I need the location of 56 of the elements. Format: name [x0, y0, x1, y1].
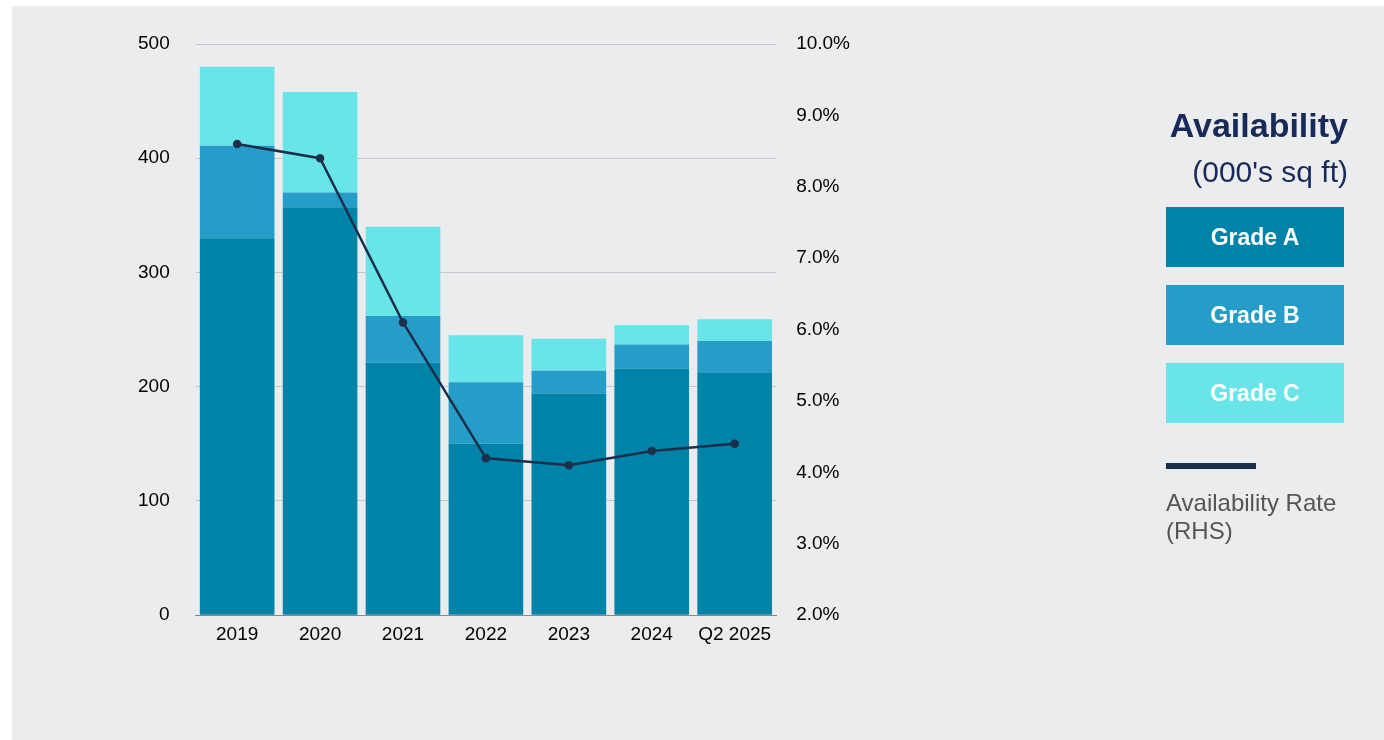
y-tick-label: 0 [159, 603, 170, 625]
bar [531, 393, 607, 615]
x-tick-label: 2022 [464, 622, 508, 644]
x-tick-label: 2019 [216, 622, 259, 644]
text: Availability [1168, 106, 1348, 145]
bar [697, 341, 772, 374]
text: Grade B [1166, 285, 1344, 345]
legend-label: Availability Rate (RHS) [1166, 488, 1338, 545]
text: Grade A [1166, 207, 1344, 267]
bar [614, 344, 690, 369]
y2-tick-label: 7.0% [796, 246, 840, 268]
bar [282, 207, 358, 615]
y2-tick-label: 9.0% [796, 103, 840, 125]
y2-tick-label: 5.0% [796, 389, 840, 411]
bar [282, 91, 358, 193]
bar [448, 443, 524, 615]
bar [531, 370, 607, 394]
bar [448, 382, 524, 444]
y-tick-label: 200 [138, 374, 170, 396]
bar [697, 319, 772, 342]
y-tick-label: 500 [138, 32, 170, 54]
y-tick-label: 100 [138, 489, 170, 511]
bar [531, 338, 607, 371]
bar [697, 373, 772, 615]
y2-tick-label: 2.0% [796, 603, 840, 625]
text: (000's sq ft) [1191, 155, 1348, 189]
bar [199, 66, 275, 146]
y-tick-label: 300 [138, 260, 170, 282]
bar [199, 238, 275, 615]
x-tick-label: 2024 [630, 622, 674, 644]
bar [282, 192, 358, 208]
point [564, 461, 574, 470]
bar [614, 368, 690, 615]
y2-tick-label: 8.0% [796, 175, 840, 197]
y2-tick-label: 4.0% [796, 460, 840, 482]
x-tick-label: Q2 2025 [698, 622, 772, 644]
bar [365, 362, 441, 615]
point [647, 446, 656, 456]
x-tick-label: 2023 [547, 622, 590, 644]
point [481, 453, 491, 463]
bar [199, 145, 275, 239]
bar [365, 315, 441, 363]
point [730, 439, 739, 449]
bar [614, 325, 690, 345]
y2-tick-label: 10.0% [796, 32, 851, 54]
bar [365, 226, 441, 316]
y2-tick-label: 6.0% [796, 317, 840, 339]
text: Grade C [1166, 363, 1344, 423]
point [232, 139, 242, 149]
x-tick-label: 2021 [381, 622, 425, 644]
y-tick-label: 400 [138, 146, 170, 168]
y2-tick-label: 3.0% [796, 532, 840, 554]
point [315, 153, 325, 163]
bar [448, 335, 524, 383]
x-tick-label: 2020 [298, 622, 342, 644]
point [398, 318, 408, 327]
